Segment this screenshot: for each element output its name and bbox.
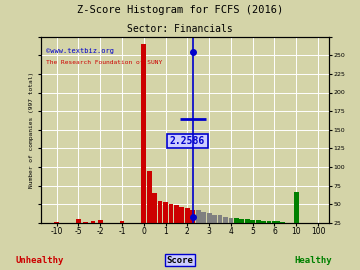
Bar [98,220,103,223]
Bar [279,222,284,223]
Text: Z-Score Histogram for FCFS (2016): Z-Score Histogram for FCFS (2016) [77,5,283,15]
Bar [190,210,195,223]
Bar [147,171,152,223]
Bar [245,219,249,223]
Bar [256,220,261,223]
Bar [158,201,162,223]
Bar [276,222,281,223]
Bar [168,204,174,223]
Bar [207,213,212,223]
Bar [90,221,95,223]
Bar [76,219,81,223]
Bar [250,220,255,223]
Bar [120,221,124,223]
Bar [141,44,146,223]
Bar [229,218,233,223]
Bar [275,221,280,223]
Bar [278,222,282,223]
Bar [294,210,299,223]
Bar [163,202,168,223]
Bar [234,218,239,223]
Bar [152,193,157,223]
Bar [239,219,244,223]
Text: Healthy: Healthy [294,256,332,265]
Text: Sector: Financials: Sector: Financials [127,24,233,34]
Bar [174,205,179,223]
Bar [54,222,59,223]
Bar [223,217,228,223]
Text: Score: Score [167,256,193,265]
Bar [212,215,217,223]
Bar [267,221,271,223]
Bar [185,208,190,223]
Bar [274,221,278,223]
Bar [83,222,88,223]
Y-axis label: Number of companies (997 total): Number of companies (997 total) [30,72,35,188]
Bar [294,215,299,223]
Bar [261,221,266,223]
Bar [272,221,277,223]
Text: ©www.textbiz.org: ©www.textbiz.org [46,48,114,54]
Bar [280,222,285,223]
Bar [217,215,222,223]
Text: 2.2586: 2.2586 [170,136,205,146]
Text: Unhealthy: Unhealthy [15,256,64,265]
Bar [180,207,184,223]
Bar [294,192,299,223]
Text: The Research Foundation of SUNY: The Research Foundation of SUNY [46,60,162,65]
Bar [201,212,206,223]
Bar [196,210,201,223]
